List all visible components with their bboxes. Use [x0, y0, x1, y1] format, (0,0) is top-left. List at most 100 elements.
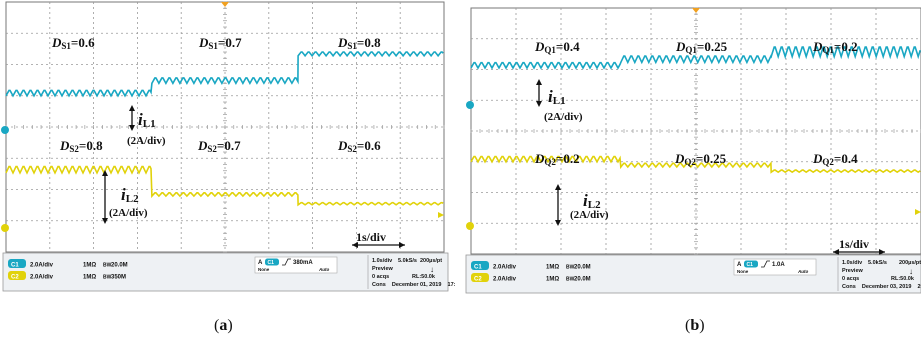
sample-rate: 5.0kS/s — [398, 258, 417, 264]
trigger-label: A — [737, 262, 742, 268]
ch2-scale: 2.0A/div — [493, 277, 517, 283]
duty-value: =0.7 — [218, 35, 242, 50]
duty-subscript: Q2 — [822, 157, 834, 167]
duty-subscript: Q2 — [544, 157, 556, 167]
caption-letter: b — [690, 317, 700, 334]
duty-symbol: D — [337, 35, 348, 50]
duty-label-trace1_labels: DS1=0.7 — [198, 35, 242, 51]
trigger-badge — [265, 258, 279, 266]
trace-c2 — [5, 165, 444, 207]
channel-1-ground-marker — [1, 126, 9, 134]
duty-label-trace2_labels: DQ2=0.2 — [534, 151, 580, 167]
rising-edge-icon — [761, 260, 770, 268]
bandwidth-icon: BW — [566, 277, 575, 283]
duty-symbol: D — [812, 39, 823, 54]
record-length: RL:50.0k — [412, 274, 436, 280]
footer-date-time: Cons December 01, 2019 17:20:44 — [372, 282, 455, 288]
timebase-label: 1s/div — [356, 230, 386, 244]
ch1-scale: 2.0A/div — [493, 265, 517, 271]
ch1-bandwidth: 20.0M — [574, 265, 591, 271]
rising-edge-icon — [282, 258, 291, 266]
current-subscript: L1 — [143, 118, 156, 130]
duty-value: =0.7 — [217, 138, 241, 153]
ch1-scale: 2.0A/div — [30, 263, 54, 269]
duty-value: =0.2 — [556, 151, 580, 166]
trigger-level-marker — [915, 209, 921, 215]
duty-symbol: D — [337, 138, 348, 153]
duty-subscript: Q1 — [685, 45, 697, 55]
trace-c1 — [470, 46, 921, 70]
bandwidth-icon: BW — [103, 275, 112, 281]
duty-symbol: D — [534, 151, 545, 166]
grid — [470, 7, 921, 255]
arrow-head-down — [102, 218, 108, 224]
grid — [5, 1, 445, 253]
current-symbol: i — [548, 87, 553, 106]
current-subscript: L1 — [553, 95, 566, 107]
duty-value: =0.6 — [357, 138, 381, 153]
duty-symbol: D — [675, 39, 686, 54]
current-label-current1: iL1 — [548, 87, 566, 107]
timebase-setting: 1.0s/div — [842, 260, 863, 266]
duty-subscript: Q2 — [684, 157, 696, 167]
caption-a: (a) — [214, 317, 233, 334]
channel-2-ground-marker — [1, 224, 9, 232]
ch1-badge-text: C1 — [474, 265, 482, 271]
timebase-arrow-left — [352, 242, 358, 248]
record-length: RL:50.0k — [891, 276, 915, 282]
current-scale-label: (2A/div) — [544, 111, 583, 123]
duty-label-trace2_labels: DS2=0.7 — [197, 138, 241, 154]
channel-2-ground-marker — [466, 222, 474, 230]
current-scale-label: (2A/div) — [570, 209, 609, 221]
duty-subscript: S1 — [347, 41, 357, 51]
status-bar — [465, 254, 921, 294]
duty-value: =0.25 — [696, 151, 727, 166]
current-symbol: i — [583, 191, 588, 210]
timebase-arrow-left — [833, 249, 839, 255]
duty-symbol: D — [534, 39, 545, 54]
acquisition-count: 0 acqs — [372, 274, 389, 280]
trigger-mode-2: Auto — [797, 269, 808, 274]
duty-label-trace1_labels: DS1=0.8 — [337, 35, 381, 51]
arrow-head-down — [536, 101, 542, 107]
ch2-badge-text: C2 — [474, 277, 482, 283]
ch2-badge-text: C2 — [11, 275, 19, 281]
ch1-badge — [471, 261, 489, 270]
ch1-coupling: 1MΩ — [546, 265, 559, 271]
ch2-coupling: 1MΩ — [83, 275, 96, 281]
duty-value: =0.4 — [834, 151, 858, 166]
ch2-bandwidth: 20.0M — [574, 277, 591, 283]
current-symbol: i — [138, 110, 143, 129]
trigger-level-marker — [438, 212, 444, 218]
trigger-badge-text: C1 — [268, 260, 275, 266]
channel-1-ground-marker — [466, 101, 474, 109]
duty-subscript: S1 — [61, 41, 71, 51]
timebase-arrow-right — [399, 242, 405, 248]
arrow-head-up — [555, 184, 561, 190]
trace-c1 — [5, 51, 444, 98]
duty-value: =0.6 — [71, 35, 95, 50]
trigger-mode-1: None — [737, 269, 749, 274]
current-subscript: L2 — [588, 199, 601, 211]
duty-label-trace1_labels: DS1=0.6 — [51, 35, 95, 51]
duty-symbol: D — [51, 35, 62, 50]
duty-value: =0.2 — [834, 39, 858, 54]
current-label-current2: iL2 — [583, 191, 601, 211]
down-arrow-icon: ↓ — [909, 267, 913, 276]
trigger-badge — [744, 260, 758, 268]
trigger-level: 1.0A — [772, 262, 785, 268]
trigger-label: A — [258, 260, 263, 266]
duty-subscript: S2 — [347, 144, 357, 154]
ch1-badge — [8, 259, 26, 268]
duty-subscript: S1 — [208, 41, 218, 51]
trace-c2 — [470, 155, 921, 174]
bandwidth-icon: BW — [566, 265, 575, 271]
footer-date-time: Cons December 03, 2019 20:16:08 — [842, 284, 921, 290]
current-scale-label: (2A/div) — [127, 135, 166, 147]
duty-label-trace2_labels: DS2=0.8 — [59, 138, 103, 154]
duty-symbol: D — [198, 35, 209, 50]
duty-label-trace1_labels: DQ1=0.2 — [812, 39, 858, 55]
acquisition-count: 0 acqs — [842, 276, 859, 282]
